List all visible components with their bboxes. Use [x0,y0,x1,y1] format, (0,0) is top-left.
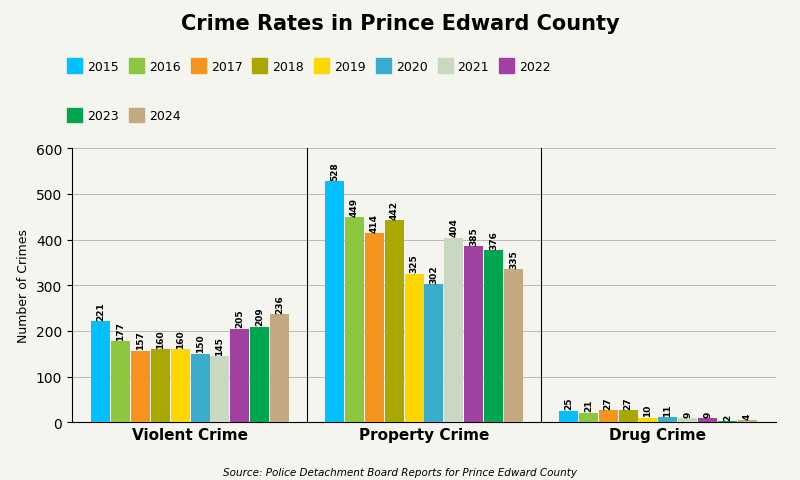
Text: 325: 325 [410,254,418,273]
Text: 160: 160 [156,329,165,348]
Bar [385,221,404,422]
Bar [464,247,483,422]
Text: 442: 442 [390,201,398,219]
Text: 160: 160 [176,329,185,348]
Text: 27: 27 [604,396,613,409]
Text: 205: 205 [235,309,244,327]
Text: 27: 27 [623,396,633,409]
Bar [150,349,170,422]
Bar [405,274,424,422]
Text: 150: 150 [195,334,205,353]
Text: 376: 376 [489,231,498,250]
Bar [638,418,658,422]
Text: Crime Rates in Prince Edward County: Crime Rates in Prince Edward County [181,14,619,35]
Bar [444,238,463,422]
Bar [190,354,210,422]
Bar [170,349,190,422]
Bar [559,411,578,422]
Bar [111,342,130,422]
Text: 10: 10 [643,404,653,417]
Text: 4: 4 [743,413,752,419]
Text: 414: 414 [370,213,378,232]
Bar [365,234,384,422]
Bar [345,217,364,422]
Bar [270,315,289,422]
Bar [718,421,737,422]
Text: 11: 11 [663,404,672,416]
Bar [230,329,250,422]
Bar [210,356,230,422]
Y-axis label: Number of Crimes: Number of Crimes [18,228,30,343]
Text: Source: Police Detachment Board Reports for Prince Edward County: Source: Police Detachment Board Reports … [223,467,577,477]
Text: 335: 335 [509,250,518,268]
Text: 25: 25 [564,397,573,409]
Bar [131,351,150,422]
Text: 145: 145 [215,336,225,355]
Text: 302: 302 [430,265,438,283]
Text: 385: 385 [470,227,478,245]
Bar [91,322,110,422]
Text: 9: 9 [703,410,712,417]
Bar [325,181,344,422]
Text: 221: 221 [96,301,105,320]
Text: 236: 236 [275,295,284,313]
Text: 177: 177 [116,321,125,340]
Bar [598,410,618,422]
Text: 209: 209 [255,307,264,326]
Bar [618,410,638,422]
Bar [484,251,503,422]
Bar [250,327,270,422]
Text: 528: 528 [330,162,339,180]
Bar [504,270,523,422]
Text: 449: 449 [350,197,359,216]
Text: 9: 9 [683,410,692,417]
Bar [678,418,698,422]
Text: 404: 404 [450,218,458,237]
Bar [738,420,757,422]
Bar [424,285,443,422]
Bar [698,418,717,422]
Bar [658,418,678,422]
Text: 2: 2 [723,414,732,420]
Bar [578,413,598,422]
Text: 157: 157 [136,331,145,349]
Legend: 2023, 2024: 2023, 2024 [62,104,186,128]
Text: 21: 21 [584,399,593,411]
